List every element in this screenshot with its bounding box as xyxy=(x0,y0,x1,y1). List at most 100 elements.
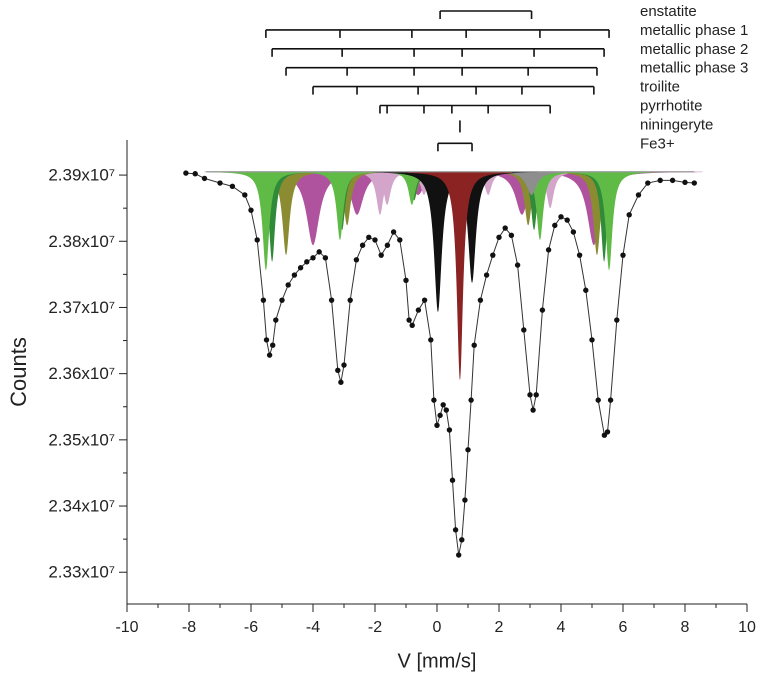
data-point xyxy=(304,259,310,265)
x-tick-label: -2 xyxy=(368,619,382,636)
component-dip xyxy=(483,171,597,240)
data-point xyxy=(614,317,620,323)
y-tick-label: 2.34x10⁷ xyxy=(48,497,115,516)
data-point xyxy=(462,497,468,503)
x-tick-label: 2 xyxy=(495,619,504,636)
data-point xyxy=(570,229,577,235)
component-dip xyxy=(326,171,448,205)
data-point xyxy=(452,527,459,533)
data-point xyxy=(341,362,347,368)
x-tick-label: 4 xyxy=(557,619,566,636)
data-point xyxy=(260,297,267,303)
component-dip xyxy=(552,171,666,271)
data-point xyxy=(496,234,502,241)
data-point xyxy=(465,447,471,453)
data-point xyxy=(456,552,462,558)
data-point xyxy=(217,180,223,186)
component-dip xyxy=(481,171,587,231)
component-dip xyxy=(286,171,408,226)
component-dip xyxy=(372,171,504,313)
y-tick-label: 2.37x10⁷ xyxy=(48,298,115,317)
data-point xyxy=(335,367,341,374)
data-point xyxy=(403,277,409,284)
data-point xyxy=(490,252,496,258)
component-dip xyxy=(536,171,658,256)
data-point xyxy=(397,237,403,243)
data-point xyxy=(338,379,344,385)
component-dip xyxy=(407,171,513,381)
data-point xyxy=(183,170,189,176)
data-point xyxy=(347,297,353,303)
y-tick-label: 2.39x10⁷ xyxy=(48,166,115,185)
data-point xyxy=(440,402,446,408)
data-point xyxy=(409,322,415,329)
phase-label: niningeryte xyxy=(640,116,713,133)
component-dip xyxy=(406,171,538,283)
data-point xyxy=(527,392,533,398)
data-point xyxy=(483,272,490,278)
x-axis-title: V [mm/s] xyxy=(398,650,477,672)
x-tick-label: 8 xyxy=(681,619,690,636)
data-point xyxy=(604,429,611,435)
y-tick-label: 2.33x10⁷ xyxy=(48,563,115,582)
component-dip xyxy=(444,171,619,195)
component-dip xyxy=(355,171,469,205)
data-point xyxy=(415,307,422,313)
data-point xyxy=(297,265,304,271)
data-point xyxy=(270,342,276,348)
phase-label: Fe3+ xyxy=(640,135,675,152)
data-point xyxy=(229,183,236,190)
y-tick-label: 2.38x10⁷ xyxy=(48,232,115,251)
data-point xyxy=(242,192,248,198)
phase-label: metallic phase 1 xyxy=(640,22,748,39)
data-point xyxy=(201,175,208,182)
data-point xyxy=(669,177,676,184)
data-point xyxy=(576,252,583,258)
y-axis-title: Counts xyxy=(6,337,31,407)
component-dip xyxy=(467,171,589,226)
data-point xyxy=(645,180,651,186)
data-point xyxy=(626,212,632,218)
component-dip xyxy=(552,171,657,262)
data-point xyxy=(583,287,589,293)
data-point xyxy=(266,352,273,358)
data-point xyxy=(564,217,570,223)
data-point xyxy=(384,242,391,248)
data-point xyxy=(657,177,663,184)
data-point xyxy=(449,477,456,483)
data-point xyxy=(279,297,285,303)
data-point xyxy=(508,232,515,239)
data-point xyxy=(421,297,428,303)
data-point xyxy=(446,427,453,433)
component-dip xyxy=(283,171,397,240)
y-tick-label: 2.35x10⁷ xyxy=(48,430,115,449)
data-point xyxy=(359,242,366,248)
component-dip xyxy=(248,171,466,215)
component-dip xyxy=(209,171,323,271)
data-point xyxy=(635,192,642,198)
component-dip xyxy=(319,171,441,215)
data-point xyxy=(248,207,254,213)
data-point xyxy=(607,397,614,403)
data-point xyxy=(431,397,437,403)
data-point xyxy=(406,317,412,323)
data-point xyxy=(366,234,372,241)
y-tick-label: 2.36x10⁷ xyxy=(48,364,115,383)
x-tick-label: -6 xyxy=(244,619,258,636)
data-point xyxy=(595,397,601,403)
component-dip xyxy=(489,171,611,209)
phase-label: metallic phase 3 xyxy=(640,60,748,77)
x-tick-label: 10 xyxy=(738,619,756,636)
data-point xyxy=(378,252,384,258)
data-point xyxy=(372,237,378,243)
data-point xyxy=(273,317,279,323)
x-tick-label: 0 xyxy=(433,619,442,636)
data-point xyxy=(691,180,697,186)
data-point xyxy=(434,422,440,428)
data-point xyxy=(328,297,335,303)
data-point xyxy=(502,225,508,231)
phase-label: metallic phase 2 xyxy=(640,41,748,58)
data-point xyxy=(437,412,443,419)
component-dip xyxy=(427,171,549,195)
